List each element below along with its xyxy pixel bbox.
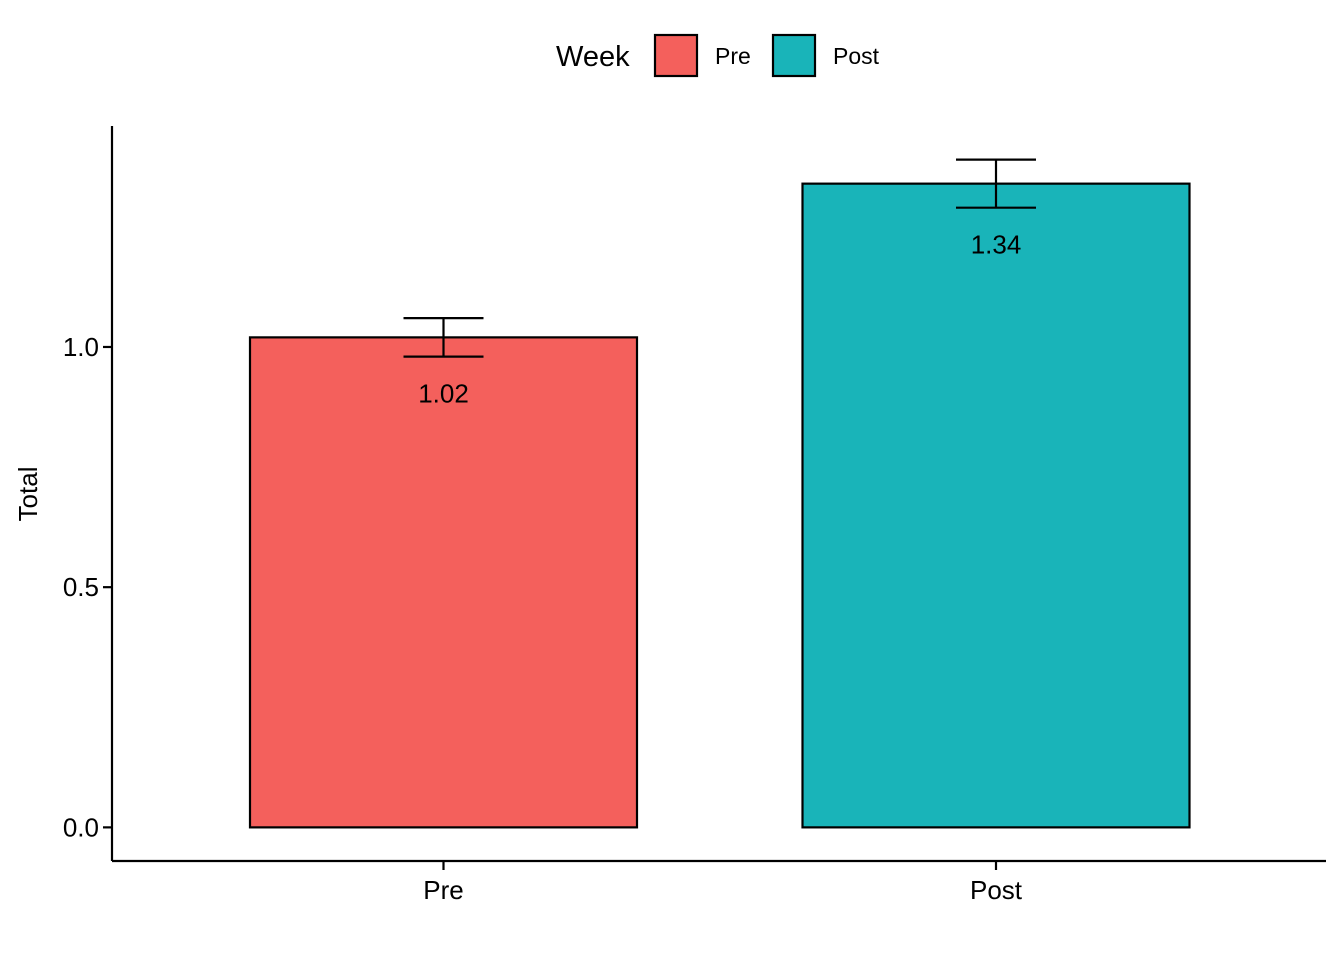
error-bar-pre — [403, 317, 484, 358]
legend: Week Pre Post — [556, 33, 880, 78]
data-labels-group: 1.02 1.34 — [418, 230, 1021, 409]
error-bar-post — [956, 158, 1036, 209]
y-tick-label: 1.0 — [63, 332, 99, 362]
legend-label-post: Post — [833, 43, 880, 69]
legend-key-post — [771, 33, 817, 78]
legend-label-pre: Pre — [715, 43, 751, 69]
bar-pre — [248, 336, 639, 829]
bars-group — [248, 182, 1191, 829]
y-tick-label: 0.0 — [63, 812, 99, 842]
legend-item-pre: Pre — [653, 33, 751, 78]
x-tick-label-pre: Pre — [423, 875, 463, 905]
legend-key-pre — [653, 33, 699, 78]
y-axis-title: Total — [13, 467, 43, 522]
legend-item-post: Post — [771, 33, 880, 78]
data-label-pre: 1.02 — [418, 379, 469, 409]
data-label-post: 1.34 — [971, 230, 1022, 260]
y-tick-label: 0.5 — [63, 572, 99, 602]
error-bars-group — [403, 158, 1036, 358]
bar-post — [801, 182, 1191, 829]
y-axis: 0.0 0.5 1.0 — [63, 126, 114, 861]
legend-title: Week — [556, 41, 630, 73]
x-tick-label-post: Post — [970, 875, 1023, 905]
x-axis: Pre Post — [112, 859, 1326, 905]
